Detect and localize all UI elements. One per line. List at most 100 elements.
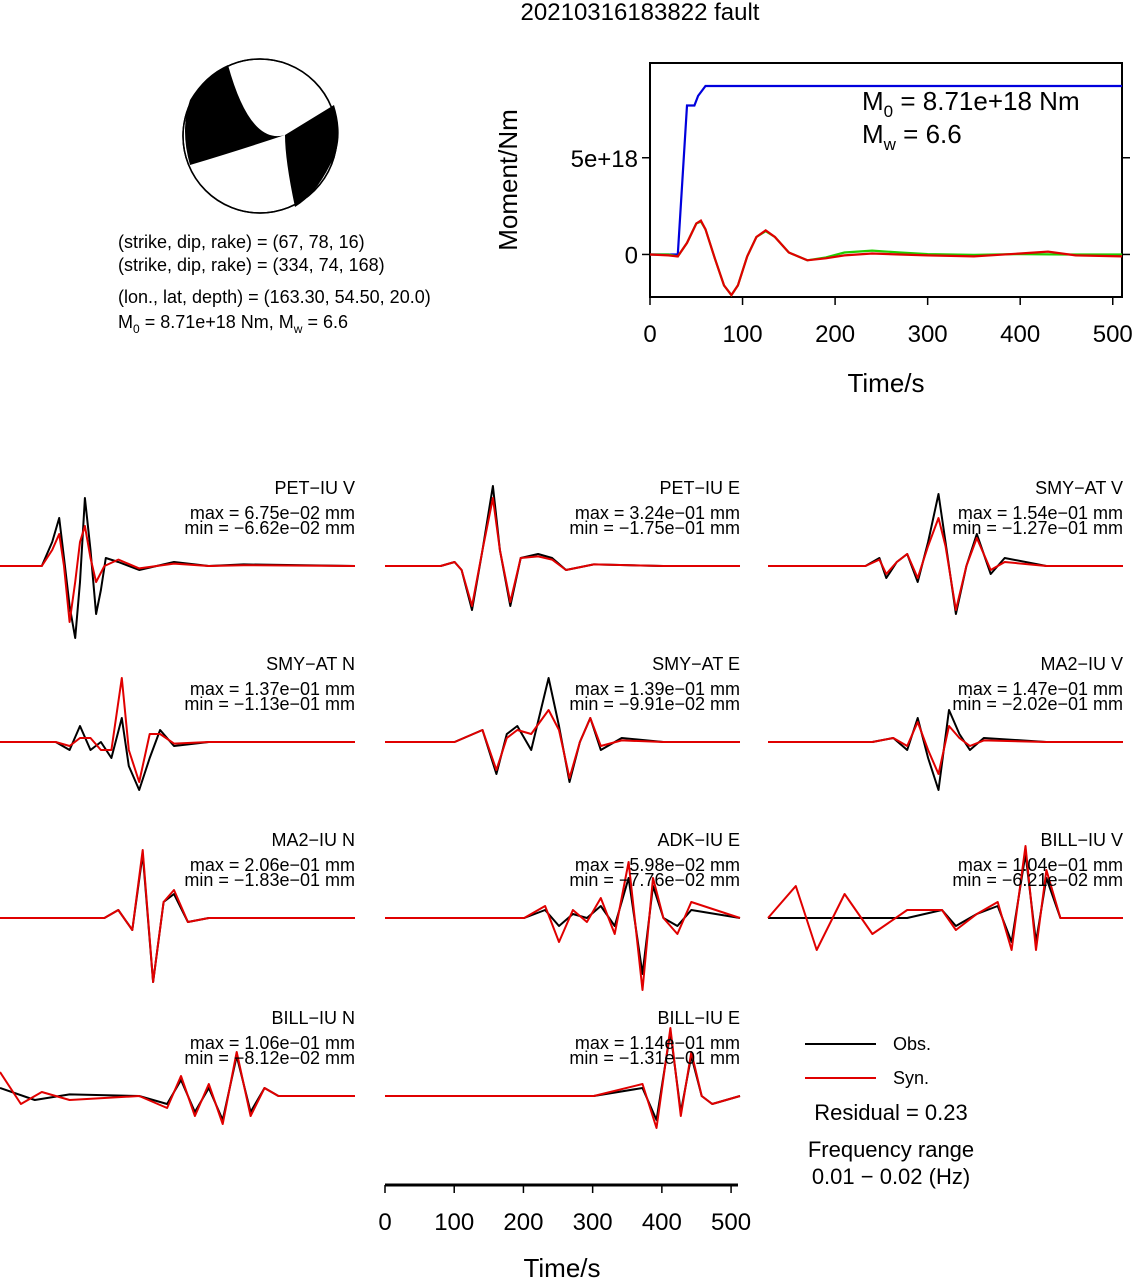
station-label: BILL−IU E [657, 1008, 740, 1028]
moment-x-tick-label: 400 [1000, 321, 1040, 348]
min-amplitude: min = −1.27e−01 mm [952, 518, 1123, 538]
moment-x-tick-label: 0 [643, 321, 656, 348]
waveform-x-tick-label: 400 [642, 1209, 682, 1236]
max-amplitude: max = 1.37e−01 mm [190, 679, 355, 699]
min-amplitude: min = −1.13e−01 mm [184, 694, 355, 714]
moment-x-tick-label: 500 [1093, 321, 1133, 348]
max-amplitude: max = 1.06e−01 mm [190, 1033, 355, 1053]
moment-plot: 0 100 200 300 400 500 0 5e+18 Time/s Moment/Nm… [493, 62, 1133, 398]
max-amplitude: max = 1.54e−01 mm [958, 503, 1123, 523]
frequency-range-label: Frequency range [808, 1137, 974, 1162]
synthetic-trace [0, 677, 355, 783]
synthetic-trace [767, 845, 1123, 951]
m0-base: M [118, 312, 133, 332]
legend: Obs. Syn. Residual = 0.23 Frequency rang… [805, 1034, 974, 1189]
moment-x-label: Time/s [847, 368, 924, 398]
max-amplitude: max = 5.98e−02 mm [575, 855, 740, 875]
moment-series-2 [649, 219, 1123, 297]
waveform-x-tick-label: 200 [503, 1209, 543, 1236]
synthetic-trace [385, 861, 741, 991]
min-amplitude: min = −9.91e−02 mm [569, 694, 740, 714]
mechanism-text: (strike, dip, rake) = (67, 78, 16) (stri… [118, 232, 431, 336]
station-label: SMY−AT E [652, 654, 740, 674]
station-label: BILL−IU N [271, 1008, 355, 1028]
waveform-x-tick-label: 500 [711, 1209, 751, 1236]
moment-annotation-mw: Mw = 6.6 [862, 119, 962, 154]
residual: Residual = 0.23 [814, 1100, 968, 1125]
synthetic-trace [0, 849, 355, 983]
max-amplitude: max = 1.14e−01 mm [575, 1033, 740, 1053]
min-amplitude: min = −1.75e−01 mm [569, 518, 740, 538]
synthetic-trace [768, 721, 1123, 775]
moment-y-label: Moment/Nm [493, 109, 523, 251]
m0-sub: 0 [133, 322, 140, 336]
station-label: SMY−AT V [1035, 478, 1123, 498]
moment-y-tick-label: 5e+18 [571, 146, 638, 173]
waveform-time-axis: 0 100 200 300 400 500 Time/s [378, 1183, 751, 1281]
max-amplitude: max = 6.75e−02 mm [190, 503, 355, 523]
min-amplitude: min = −8.12e−02 mm [184, 1048, 355, 1068]
m0-rest: = 8.71e+18 Nm, M [140, 312, 294, 332]
station-label: PET−IU V [274, 478, 355, 498]
synthetic-trace [385, 709, 740, 779]
max-amplitude: max = 3.24e−01 mm [575, 503, 740, 523]
moment-y-tick-label: 0 [625, 242, 638, 269]
station-label: BILL−IU V [1040, 830, 1123, 850]
synthetic-trace [385, 1027, 741, 1129]
station-label: MA2−IU V [1040, 654, 1123, 674]
max-amplitude: max = 2.06e−01 mm [190, 855, 355, 875]
moment-x-tick-label: 300 [908, 321, 948, 348]
min-amplitude: min = −1.31e−01 mm [569, 1048, 740, 1068]
frequency-range-value: 0.01 − 0.02 (Hz) [812, 1164, 970, 1189]
moment-x-ticks: 0 100 200 300 400 500 [643, 297, 1133, 348]
min-amplitude: min = −1.83e−01 mm [184, 870, 355, 890]
moment-x-tick-label: 100 [723, 321, 763, 348]
station-label: PET−IU E [659, 478, 740, 498]
legend-syn: Syn. [893, 1068, 929, 1088]
moment-x-tick-label: 200 [815, 321, 855, 348]
max-amplitude: max = 1.04e−01 mm [958, 855, 1123, 875]
mw-rest: = 6.6 [302, 312, 348, 332]
max-amplitude: max = 1.39e−01 mm [575, 679, 740, 699]
moment-y-ticks: 0 5e+18 [571, 146, 1130, 269]
location-depth: (lon., lat, depth) = (163.30, 54.50, 20.… [118, 287, 431, 307]
min-amplitude: min = −6.21e−02 mm [952, 870, 1123, 890]
synthetic-trace [385, 497, 740, 607]
legend-obs: Obs. [893, 1034, 931, 1054]
moment-magnitude-line: M0 = 8.71e+18 Nm, Mw = 6.6 [118, 312, 348, 336]
mw-sub: w [293, 322, 303, 336]
waveform-x-ticks: 0 100 200 300 400 500 [378, 1185, 751, 1236]
synthetic-trace [0, 525, 356, 623]
synthetic-trace [0, 1051, 355, 1125]
page-title: 20210316183822 fault [521, 0, 760, 26]
min-amplitude: min = −2.02e−01 mm [952, 694, 1123, 714]
focal-mechanism-beachball [182, 58, 339, 214]
min-amplitude: min = −7.76e−02 mm [569, 870, 740, 890]
station-label: ADK−IU E [657, 830, 740, 850]
waveform-x-label: Time/s [523, 1253, 600, 1281]
synthetic-trace [768, 517, 1123, 611]
station-label: SMY−AT N [266, 654, 355, 674]
min-amplitude: min = −6.62e−02 mm [184, 518, 355, 538]
moment-series-group [649, 84, 1123, 297]
strike-dip-rake-2: (strike, dip, rake) = (334, 74, 168) [118, 255, 385, 275]
observed-trace [0, 497, 356, 639]
moment-annotation-m0: M0 = 8.71e+18 Nm [862, 86, 1080, 121]
waveform-x-tick-label: 0 [378, 1209, 391, 1236]
waveform-x-tick-label: 100 [434, 1209, 474, 1236]
strike-dip-rake-1: (strike, dip, rake) = (67, 78, 16) [118, 232, 365, 252]
station-label: MA2−IU N [271, 830, 355, 850]
moment-plot-frame [649, 62, 1123, 298]
waveform-x-tick-label: 300 [573, 1209, 613, 1236]
